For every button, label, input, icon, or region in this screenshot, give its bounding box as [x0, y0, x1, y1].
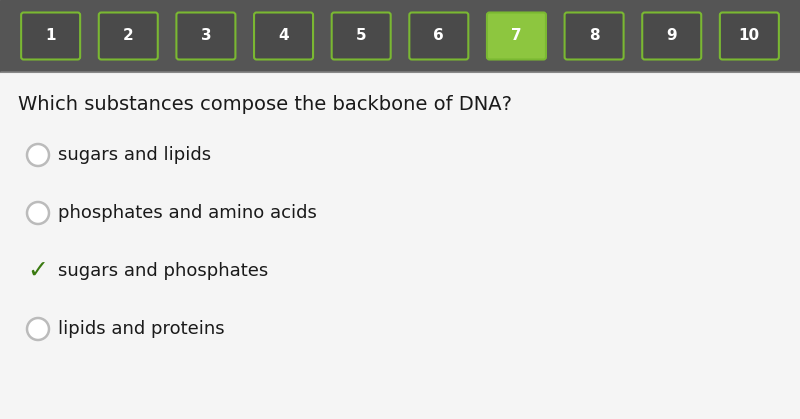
FancyBboxPatch shape — [487, 13, 546, 59]
FancyBboxPatch shape — [21, 13, 80, 59]
FancyBboxPatch shape — [332, 13, 390, 59]
Text: sugars and lipids: sugars and lipids — [58, 146, 211, 164]
Text: 5: 5 — [356, 28, 366, 44]
FancyBboxPatch shape — [177, 13, 235, 59]
Bar — [0, 0, 800, 72]
Text: 2: 2 — [123, 28, 134, 44]
Bar — [0, 72, 800, 419]
Text: 4: 4 — [278, 28, 289, 44]
Circle shape — [27, 144, 49, 166]
Text: 9: 9 — [666, 28, 677, 44]
Text: 1: 1 — [46, 28, 56, 44]
FancyBboxPatch shape — [565, 13, 623, 59]
Text: lipids and proteins: lipids and proteins — [58, 320, 225, 338]
Text: ✓: ✓ — [27, 259, 49, 283]
FancyBboxPatch shape — [410, 13, 468, 59]
Circle shape — [27, 202, 49, 224]
Text: 8: 8 — [589, 28, 599, 44]
Circle shape — [27, 318, 49, 340]
Text: 3: 3 — [201, 28, 211, 44]
FancyBboxPatch shape — [642, 13, 702, 59]
FancyBboxPatch shape — [720, 13, 779, 59]
Text: 6: 6 — [434, 28, 444, 44]
FancyBboxPatch shape — [98, 13, 158, 59]
Text: Which substances compose the backbone of DNA?: Which substances compose the backbone of… — [18, 96, 512, 114]
Text: phosphates and amino acids: phosphates and amino acids — [58, 204, 317, 222]
FancyBboxPatch shape — [254, 13, 313, 59]
Text: sugars and phosphates: sugars and phosphates — [58, 262, 268, 280]
Text: 10: 10 — [739, 28, 760, 44]
Text: 7: 7 — [511, 28, 522, 44]
